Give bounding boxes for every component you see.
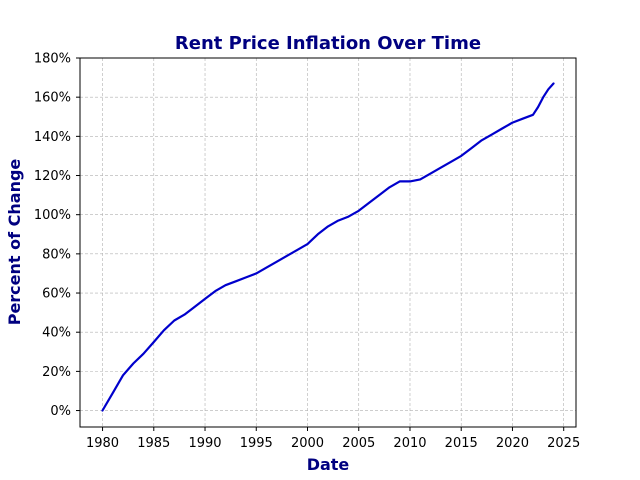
y-tick-label: 60% bbox=[42, 287, 71, 302]
x-tick-label: 1995 bbox=[240, 436, 273, 451]
series-line-0 bbox=[101, 82, 555, 412]
grid-lines bbox=[80, 57, 576, 427]
y-tick-label: 20% bbox=[42, 365, 71, 380]
chart-title: Rent Price Inflation Over Time bbox=[175, 33, 481, 54]
plot-frame bbox=[79, 57, 577, 428]
y-tick-label: 40% bbox=[42, 326, 71, 341]
x-tick-label: 1990 bbox=[188, 436, 221, 451]
y-tick-label: 100% bbox=[34, 208, 71, 223]
x-tick-label: 2025 bbox=[547, 436, 580, 451]
y-tick-label: 160% bbox=[34, 91, 71, 106]
x-tick-label: 1980 bbox=[86, 436, 119, 451]
y-tick-label: 120% bbox=[34, 169, 71, 184]
x-tick-label: 2015 bbox=[445, 436, 478, 451]
x-tick-label: 2020 bbox=[496, 436, 529, 451]
x-tick-label: 2000 bbox=[291, 436, 324, 451]
y-tick-label: 80% bbox=[42, 247, 71, 262]
plot-area bbox=[101, 82, 555, 412]
x-axis-label: Date bbox=[307, 455, 350, 474]
y-axis-label: Percent of Change bbox=[5, 159, 24, 326]
x-tick-label: 2005 bbox=[342, 436, 375, 451]
x-tick-label: 1985 bbox=[137, 436, 170, 451]
y-tick-label: 140% bbox=[34, 130, 71, 145]
y-tick-label: 0% bbox=[50, 404, 71, 419]
y-axis: 0% 20% 40% 60% 80% 100% 120% 140% 160% 180% bbox=[34, 52, 80, 419]
y-tick-label: 180% bbox=[34, 52, 71, 67]
x-tick-label: 2010 bbox=[393, 436, 426, 451]
x-axis: 1980 1985 1990 1995 2000 2005 2010 2015 2020 2025 bbox=[86, 427, 580, 451]
